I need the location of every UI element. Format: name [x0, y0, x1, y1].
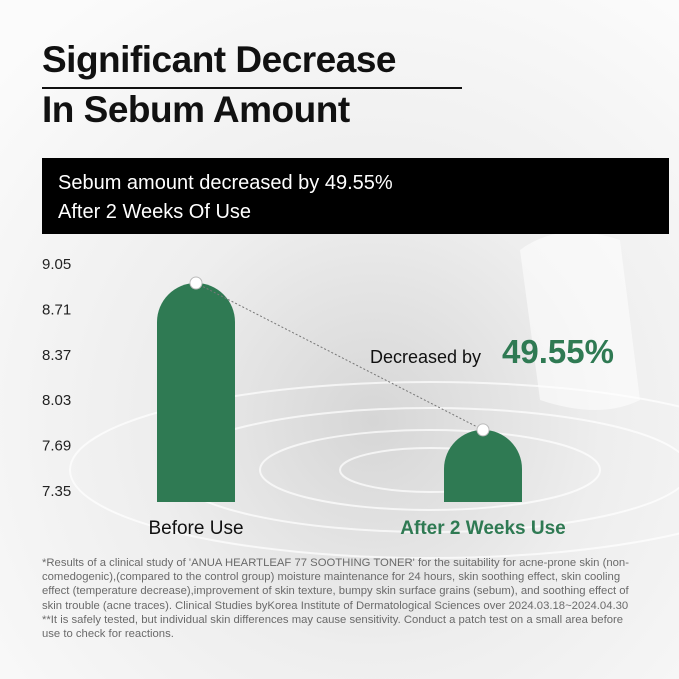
bottle: [520, 232, 640, 410]
title-line: Significant Decrease: [42, 39, 396, 80]
x-tick-label: Before Use: [148, 518, 243, 539]
annotation-value: 49.55%: [502, 333, 614, 370]
footnote: **It is safely tested, but individual sk…: [42, 613, 624, 641]
connector: [195, 282, 484, 431]
point-dot: [476, 423, 490, 437]
subtitle-line: Sebum amount decreased by 49.55%: [58, 172, 393, 194]
subtitle-line: After 2 Weeks Of Use: [58, 201, 251, 223]
y-tick-label: 7.69: [42, 438, 71, 455]
bar: [157, 283, 235, 502]
title-line: In Sebum Amount: [42, 89, 350, 130]
y-tick-label: 9.05: [42, 256, 71, 273]
subtitle-box: [42, 158, 669, 234]
x-tick-label: After 2 Weeks Use: [400, 518, 565, 539]
y-tick-label: 8.37: [42, 347, 71, 364]
footnote: *Results of a clinical study of 'ANUA HE…: [42, 557, 629, 612]
bar: [444, 429, 522, 502]
y-tick-label: 7.35: [42, 483, 71, 500]
point-dot: [189, 276, 203, 290]
footnotes: *Results of a clinical study of 'ANUA HE…: [42, 556, 642, 641]
y-tick-label: 8.71: [42, 301, 71, 318]
annotation-text: Decreased by: [370, 347, 481, 367]
y-tick-label: 8.03: [42, 392, 71, 409]
